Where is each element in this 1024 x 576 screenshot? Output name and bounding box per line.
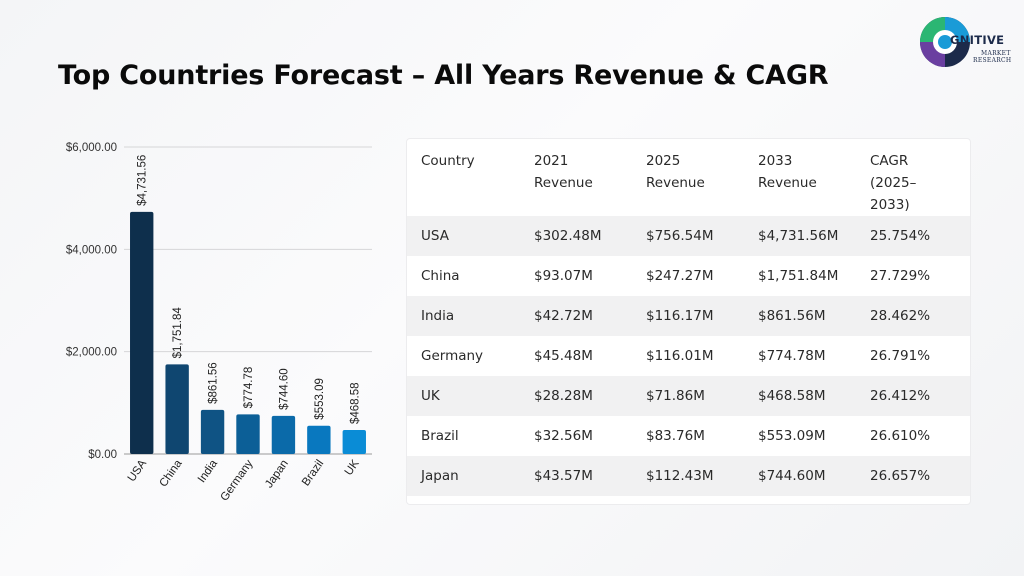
table-cell: Germany [421, 348, 484, 364]
table-cell: $42.72M [534, 308, 593, 324]
table-cell: $468.58M [758, 388, 826, 404]
data-label: $1,751.84 [172, 307, 184, 359]
x-tick-label: Japan [263, 458, 291, 491]
table-row: Germany $45.48M $116.01M $774.78M 26.791% [407, 336, 970, 376]
x-tick-label: USA [126, 458, 150, 485]
table-cell: $83.76M [646, 428, 705, 444]
table-cell: $4,731.56M [758, 228, 839, 244]
table-cell: $28.28M [534, 388, 593, 404]
data-label: $553.09 [314, 378, 326, 420]
bar [130, 211, 154, 454]
bar [200, 409, 225, 454]
column-header-text: CAGR [870, 153, 909, 169]
column-header-text: 2021 [534, 153, 569, 169]
revenue-bar-chart: $0.00 $2,000.00 $4,000.00 $6,000.00 $4,731.5… [66, 142, 372, 504]
table-cell: $302.48M [534, 228, 602, 244]
table-cell: $32.56M [534, 428, 593, 444]
table-row: USA $302.48M $756.54M $4,731.56M 25.754% [407, 216, 970, 256]
column-header-text: Revenue [758, 175, 817, 191]
x-tick-label: China [158, 457, 185, 489]
column-header: CAGR (2025– 2033) [856, 139, 970, 216]
table-cell: $744.60M [758, 468, 826, 484]
table-cell: $93.07M [534, 268, 593, 284]
table-row: Japan $43.57M $112.43M $744.60M 26.657% [407, 456, 970, 496]
x-tick-label: Germany [218, 458, 255, 504]
data-label: $468.58 [349, 382, 361, 424]
page-title: Top Countries Forecast – All Years Reven… [58, 60, 829, 91]
table-cell: $756.54M [646, 228, 714, 244]
table-cell: $774.78M [758, 348, 826, 364]
column-header-text: 2033 [758, 153, 793, 169]
bar [342, 430, 366, 454]
y-tick-label: $2,000.00 [66, 347, 117, 359]
table-cell: Japan [421, 468, 459, 484]
table-cell: 26.610% [870, 428, 931, 444]
table-cell: $553.09M [758, 428, 826, 444]
x-tick-label: India [196, 457, 220, 485]
table-cell: India [421, 308, 455, 324]
column-header-text: Country [421, 153, 475, 169]
column-header: Country [407, 139, 520, 216]
column-header-text: (2025– [870, 175, 917, 191]
y-tick-label: $6,000.00 [66, 142, 117, 154]
logo-text: GNITIVE [950, 33, 1005, 47]
table-cell: China [421, 268, 460, 284]
table-cell: $861.56M [758, 308, 826, 324]
table-cell: $116.01M [646, 348, 714, 364]
column-header: 2025 Revenue [632, 139, 744, 216]
data-label: $4,731.56 [137, 155, 149, 206]
x-tick-label: UK [343, 458, 362, 478]
table-cell: 25.754% [870, 228, 931, 244]
table-cell: UK [421, 388, 440, 404]
table-cell: 28.462% [870, 308, 931, 324]
forecast-table: Country 2021 Revenue 2025 Revenue 2033 Revenue… [406, 138, 971, 505]
table-cell: $1,751.84M [758, 268, 839, 284]
table-cell: 26.791% [870, 348, 931, 364]
bar [236, 414, 260, 454]
table-row: India $42.72M $116.17M $861.56M 28.462% [407, 296, 970, 336]
table-row: UK $28.28M $71.86M $468.58M 26.412% [407, 376, 970, 416]
table-cell: $116.17M [646, 308, 714, 324]
table-cell: 27.729% [870, 268, 931, 284]
table-cell: $43.57M [534, 468, 593, 484]
column-header-text: 2033) [870, 197, 910, 213]
column-header: 2033 Revenue [744, 139, 856, 216]
y-tick-label: $0.00 [88, 449, 117, 461]
column-header-text: 2025 [646, 153, 681, 169]
bar [165, 364, 189, 454]
table-header-row: Country 2021 Revenue 2025 Revenue 2033 Revenue… [407, 139, 970, 216]
table-cell: Brazil [421, 428, 459, 444]
table-cell: 26.657% [870, 468, 931, 484]
logo-subtext: MARKET [981, 50, 1011, 57]
column-header: 2021 Revenue [520, 139, 632, 216]
bar [307, 425, 331, 454]
table-cell: $45.48M [534, 348, 593, 364]
table-row: Brazil $32.56M $83.76M $553.09M 26.610% [407, 416, 970, 456]
table-row: China $93.07M $247.27M $1,751.84M 27.729% [407, 256, 970, 296]
logo-mark-icon [920, 17, 970, 67]
y-tick-label: $4,000.00 [66, 244, 117, 256]
data-label: $774.78 [243, 367, 255, 409]
column-header-text: Revenue [646, 175, 705, 191]
bar [271, 415, 296, 454]
table-cell: $247.27M [646, 268, 714, 284]
data-label: $861.56 [208, 362, 220, 404]
column-header-text: Revenue [534, 175, 593, 191]
table-cell: $112.43M [646, 468, 714, 484]
logo-subtext: RESEARCH [973, 57, 1012, 64]
table-cell: 26.412% [870, 388, 931, 404]
table-cell: USA [421, 228, 449, 244]
table-cell: $71.86M [646, 388, 705, 404]
data-label: $744.60 [278, 368, 290, 410]
x-tick-label: Brazil [300, 458, 326, 488]
